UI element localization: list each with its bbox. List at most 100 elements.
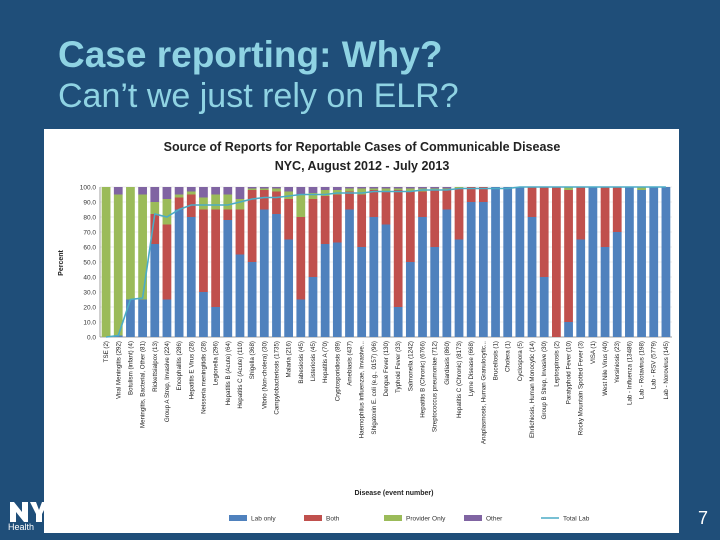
y-axis-label: Percent <box>58 249 65 275</box>
bar-segment-other <box>211 187 220 195</box>
x-tick-label: Meningitis, Bacterial, Other (81) <box>140 341 147 428</box>
bar-segment-lab <box>369 217 379 337</box>
x-tick-label: Haemophilus influenzae, Invasive... <box>359 341 366 439</box>
bar-segment-both <box>174 197 184 210</box>
bar-segment-other <box>186 187 196 192</box>
x-tick-label: Encephalitis (286) <box>176 341 183 391</box>
bar-segment-provider <box>381 188 391 192</box>
legend-swatch <box>304 515 322 521</box>
bar-segment-other <box>381 187 391 189</box>
x-tick-label: Cyclospora (5) <box>517 341 524 381</box>
bar-segment-other <box>296 187 306 195</box>
bar-segment-both <box>223 209 233 220</box>
bar-segment-lab <box>454 239 464 337</box>
bar-segment-provider <box>296 194 306 217</box>
bar-segment-other <box>235 187 245 199</box>
bar-segment-lab <box>332 242 342 337</box>
x-tick-label: Cholera (1) <box>505 341 512 372</box>
x-tick-label: Hepatitis B (Chronic) (6766) <box>420 341 427 418</box>
bar-segment-lab <box>357 247 367 337</box>
chart-container: Source of Reports for Reportable Cases o… <box>44 129 679 533</box>
bar-segment-other <box>418 187 427 189</box>
chart-subtitle: NYC, August 2012 - July 2013 <box>275 159 450 173</box>
y-tick-label: 10.0 <box>83 320 96 327</box>
legend-item: Other <box>464 515 503 523</box>
bar-segment-both <box>564 190 573 322</box>
bar-segment-provider <box>259 188 269 190</box>
stacked-bar-chart: Source of Reports for Reportable Cases o… <box>58 140 672 523</box>
x-tick-label: Paratyphoid Fever (10) <box>566 341 573 404</box>
bar-segment-provider <box>357 188 367 195</box>
bar-segment-provider <box>199 197 208 210</box>
bar-segment-lab <box>345 209 354 337</box>
bar-segment-lab <box>564 322 573 337</box>
bar-segment-provider <box>405 188 415 192</box>
legend-swatch <box>229 515 247 521</box>
x-tick-label: Hepatitis E Virus (28) <box>188 341 195 399</box>
bar-segment-both <box>418 191 427 217</box>
bar-segment-other <box>320 187 330 190</box>
bar-segment-both <box>259 190 269 210</box>
bar-segment-lab <box>235 254 245 337</box>
bar-segment-other <box>442 187 452 189</box>
bar-segment-both <box>405 191 415 262</box>
y-tick-labels: 0.0 10.0 20.0 30.0 40.0 50.0 60.0 70.0 80.0 90.0 1… <box>80 185 97 342</box>
x-tick-label: Leptospirosis (2) <box>553 341 560 387</box>
chart-title: Source of Reports for Reportable Cases o… <box>164 140 561 154</box>
bar-segment-both <box>284 199 294 240</box>
bar-segment-other <box>357 187 367 189</box>
bar-segment-provider <box>369 188 379 190</box>
x-tick-labels: TSE (2) Viral Meningitis (292) Botulism (i… <box>103 341 670 444</box>
bar-segment-provider <box>235 199 245 210</box>
bar-segment-provider <box>101 187 111 337</box>
x-tick-label: Vibrio (Non-cholera) (30) <box>261 341 268 409</box>
bar-segment-lab <box>162 299 172 337</box>
bar-segment-other <box>393 187 403 189</box>
legend-item: Provider Only <box>384 515 446 523</box>
bar-segment-lab <box>223 220 233 337</box>
bar-segment-provider <box>272 188 281 192</box>
bar-segment-provider <box>320 190 330 196</box>
x-tick-label: Anaplasmosis, Human Granulocytic... <box>480 341 487 444</box>
bar-segment-lab <box>150 244 160 337</box>
bar-segment-provider <box>211 194 220 210</box>
bar-segment-lab <box>138 299 147 337</box>
legend-swatch <box>464 515 482 521</box>
x-tick-label: Brucellosis (1) <box>493 341 500 380</box>
x-tick-label: Listeriosis (45) <box>310 341 317 381</box>
bar-segment-lab <box>405 262 415 337</box>
bar-segment-lab <box>649 187 659 337</box>
health-logo-icon <box>10 502 48 522</box>
bar-segment-both <box>539 187 549 277</box>
bar-segment-lab <box>515 187 525 337</box>
bar-segment-lab <box>296 299 306 337</box>
x-tick-label: Hepatitis C (Acute) (110) <box>237 341 244 409</box>
bar-segment-other <box>199 187 208 198</box>
bar-segment-lab <box>430 247 440 337</box>
x-axis-label: Disease (event number) <box>355 490 434 497</box>
x-tick-label: Streptococcus pneumoniae (712) <box>432 341 439 432</box>
legend-label: Total Lab <box>563 516 590 523</box>
bar-segment-lab <box>126 299 135 337</box>
bar-segment-provider <box>162 199 172 225</box>
x-tick-label: Shigatoxin E. coli (e.g., 0157) (96) <box>371 341 378 435</box>
bar-segment-lab <box>600 247 610 337</box>
bar-segment-other <box>223 187 233 195</box>
bar-segment-both <box>235 209 245 255</box>
y-tick-label: 20.0 <box>83 305 96 312</box>
legend-swatch <box>384 515 402 521</box>
bar-segment-lab <box>381 224 391 337</box>
bar-segment-both <box>576 187 586 240</box>
bar-segment-other <box>284 187 294 192</box>
bar-segment-lab <box>503 187 513 337</box>
bar-segment-provider <box>564 187 573 190</box>
x-tick-label: Giardiasis (860) <box>444 341 451 385</box>
x-tick-label: Rickettsialpox (13) <box>152 341 159 392</box>
bar-segment-both <box>612 187 622 232</box>
bar-segment-other <box>430 187 440 189</box>
bar-segment-lab <box>259 209 269 337</box>
bar-segment-lab <box>625 187 634 337</box>
bar-segment-lab <box>527 217 537 337</box>
bar-segment-both <box>345 191 354 210</box>
bar-segment-both <box>430 190 440 247</box>
